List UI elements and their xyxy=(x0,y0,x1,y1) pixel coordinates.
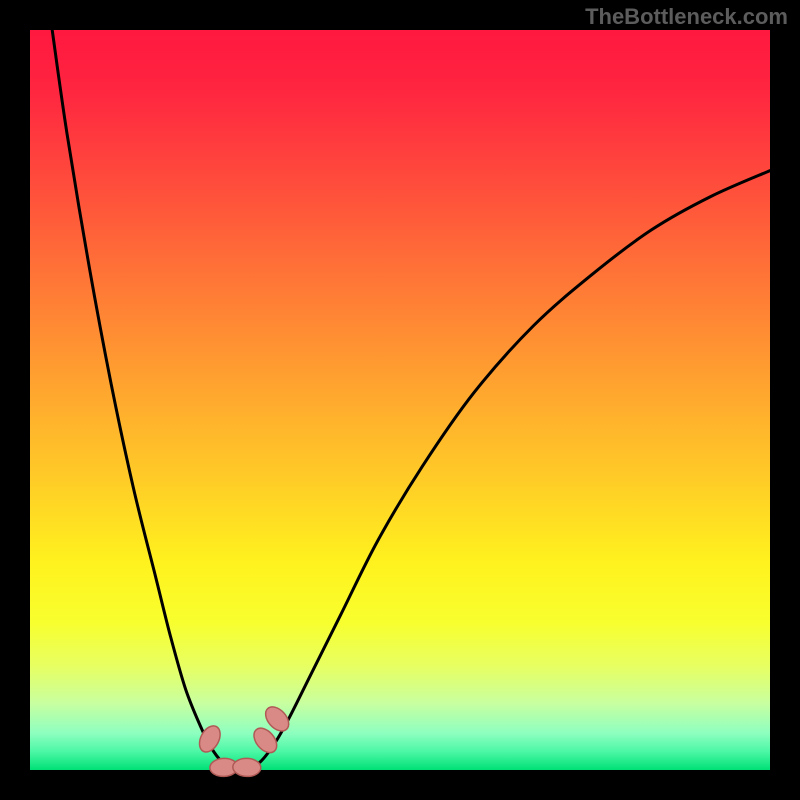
data-marker xyxy=(233,758,262,777)
gradient-plot-area xyxy=(30,30,770,770)
chart-container: TheBottleneck.com xyxy=(0,0,800,800)
bottleneck-chart xyxy=(0,0,800,800)
